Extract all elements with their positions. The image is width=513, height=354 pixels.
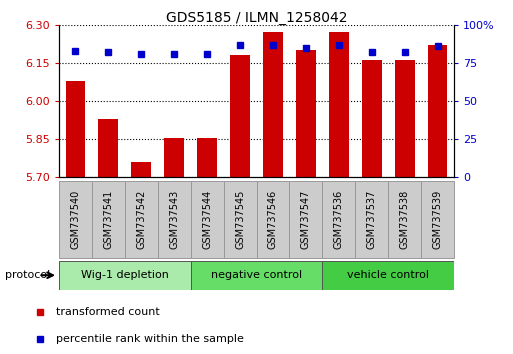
Text: GSM737547: GSM737547: [301, 190, 311, 249]
FancyBboxPatch shape: [158, 181, 191, 258]
Text: GSM737544: GSM737544: [202, 190, 212, 249]
Bar: [329, 33, 349, 177]
Bar: [230, 55, 250, 177]
FancyBboxPatch shape: [355, 181, 388, 258]
Text: GDS5185 / ILMN_1258042: GDS5185 / ILMN_1258042: [166, 11, 347, 25]
Text: GSM737542: GSM737542: [136, 190, 146, 249]
FancyBboxPatch shape: [224, 181, 256, 258]
FancyBboxPatch shape: [92, 181, 125, 258]
Text: GSM737545: GSM737545: [235, 190, 245, 249]
Text: vehicle control: vehicle control: [347, 270, 429, 280]
Text: GSM737543: GSM737543: [169, 190, 179, 249]
Text: GSM737541: GSM737541: [104, 190, 113, 249]
FancyBboxPatch shape: [256, 181, 289, 258]
FancyBboxPatch shape: [59, 261, 191, 290]
Text: GSM737540: GSM737540: [70, 190, 81, 249]
Text: Wig-1 depletion: Wig-1 depletion: [81, 270, 169, 280]
FancyBboxPatch shape: [322, 261, 454, 290]
Bar: [394, 60, 415, 177]
Bar: [98, 119, 118, 177]
FancyBboxPatch shape: [191, 261, 322, 290]
Bar: [263, 33, 283, 177]
FancyBboxPatch shape: [421, 181, 454, 258]
Text: GSM737546: GSM737546: [268, 190, 278, 249]
Bar: [296, 50, 315, 177]
FancyBboxPatch shape: [59, 181, 92, 258]
Bar: [131, 162, 151, 177]
Bar: [362, 60, 382, 177]
Text: percentile rank within the sample: percentile rank within the sample: [55, 334, 244, 344]
Text: GSM737538: GSM737538: [400, 190, 409, 249]
FancyBboxPatch shape: [125, 181, 158, 258]
Bar: [66, 81, 85, 177]
Bar: [428, 45, 447, 177]
Text: GSM737536: GSM737536: [334, 190, 344, 249]
Bar: [197, 138, 217, 177]
FancyBboxPatch shape: [322, 181, 355, 258]
Text: negative control: negative control: [211, 270, 302, 280]
Text: GSM737539: GSM737539: [432, 190, 443, 249]
FancyBboxPatch shape: [388, 181, 421, 258]
Text: GSM737537: GSM737537: [367, 190, 377, 249]
FancyBboxPatch shape: [289, 181, 322, 258]
Bar: [164, 138, 184, 177]
Text: transformed count: transformed count: [55, 307, 160, 317]
Text: protocol: protocol: [5, 270, 50, 280]
FancyBboxPatch shape: [191, 181, 224, 258]
